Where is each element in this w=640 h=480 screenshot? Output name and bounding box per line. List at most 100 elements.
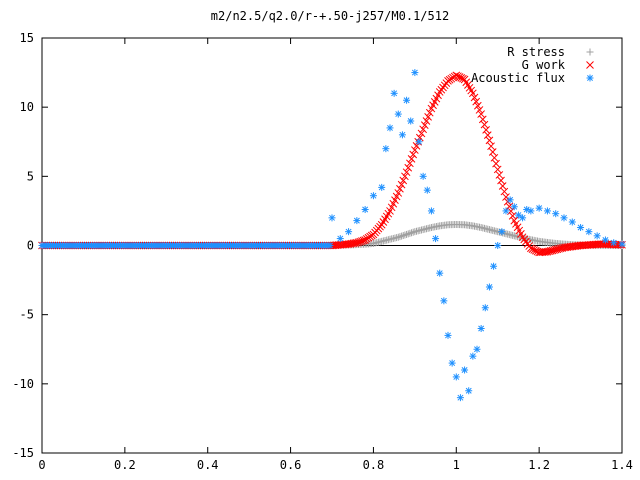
data-point bbox=[415, 138, 423, 146]
data-point bbox=[495, 171, 504, 179]
data-point bbox=[406, 229, 414, 237]
data-point bbox=[398, 232, 406, 240]
data-point bbox=[411, 146, 419, 154]
data-point bbox=[543, 207, 551, 215]
data-point bbox=[386, 124, 394, 132]
legend-marker bbox=[586, 48, 594, 56]
data-point bbox=[487, 142, 495, 151]
x-tick-label: 0 bbox=[38, 458, 45, 472]
data-point bbox=[472, 97, 481, 106]
data-point bbox=[483, 131, 492, 139]
data-point bbox=[485, 136, 494, 145]
data-point bbox=[328, 214, 336, 222]
data-point bbox=[417, 129, 426, 138]
data-point bbox=[593, 232, 601, 240]
x-tick-label: 0.6 bbox=[280, 458, 302, 472]
data-point bbox=[481, 304, 489, 312]
data-point bbox=[485, 283, 493, 291]
data-point bbox=[349, 239, 358, 248]
data-point bbox=[568, 218, 576, 226]
data-point bbox=[497, 176, 505, 185]
x-tick-label: 0.2 bbox=[114, 458, 136, 472]
data-point bbox=[419, 125, 427, 134]
legend-marker bbox=[586, 74, 594, 82]
data-point bbox=[506, 196, 514, 204]
data-point bbox=[610, 239, 618, 247]
data-point bbox=[326, 242, 334, 249]
y-tick-label: 10 bbox=[20, 100, 34, 114]
legend-marker bbox=[586, 61, 594, 69]
data-point bbox=[519, 214, 527, 222]
data-point bbox=[419, 172, 427, 180]
data-point bbox=[425, 108, 434, 117]
y-tick-label: 5 bbox=[27, 169, 34, 183]
y-tick-label: -10 bbox=[12, 377, 34, 391]
data-point bbox=[361, 206, 369, 214]
series-layer bbox=[38, 69, 626, 402]
data-point bbox=[401, 231, 409, 239]
x-tick-label: 0.8 bbox=[363, 458, 385, 472]
data-point bbox=[577, 224, 585, 232]
data-point bbox=[401, 172, 409, 181]
data-point bbox=[440, 297, 448, 305]
data-point bbox=[406, 159, 414, 168]
data-point bbox=[424, 112, 432, 121]
data-point bbox=[477, 110, 485, 118]
data-point bbox=[475, 106, 484, 114]
data-point bbox=[616, 240, 625, 249]
data-point bbox=[432, 235, 440, 243]
data-point bbox=[473, 101, 482, 110]
data-point bbox=[502, 207, 510, 215]
data-point bbox=[396, 184, 404, 193]
data-point bbox=[399, 232, 407, 240]
data-point bbox=[396, 233, 404, 241]
data-point bbox=[456, 394, 464, 402]
data-point bbox=[409, 228, 417, 236]
series-g-work bbox=[38, 71, 626, 257]
data-point bbox=[394, 189, 403, 197]
data-point bbox=[490, 153, 499, 162]
data-point bbox=[420, 121, 429, 130]
data-point bbox=[498, 182, 507, 190]
y-tick-label: -15 bbox=[12, 446, 34, 460]
data-point bbox=[394, 233, 402, 241]
data-point bbox=[490, 262, 498, 270]
data-point bbox=[560, 214, 568, 222]
data-point bbox=[469, 89, 477, 98]
data-point bbox=[407, 117, 415, 125]
data-point bbox=[488, 148, 497, 156]
data-point bbox=[402, 168, 411, 177]
data-point bbox=[482, 125, 490, 134]
data-point bbox=[469, 352, 477, 360]
data-point bbox=[601, 236, 609, 244]
series-acoustic-flux bbox=[38, 69, 626, 402]
data-point bbox=[369, 192, 377, 200]
chart-title: m2/n2.5/q2.0/r-+.50-j257/M0.1/512 bbox=[211, 9, 449, 23]
data-point bbox=[345, 228, 353, 236]
data-point bbox=[398, 131, 406, 139]
data-point bbox=[397, 180, 406, 189]
data-point bbox=[390, 89, 398, 97]
data-point bbox=[403, 230, 411, 238]
data-point bbox=[510, 203, 518, 211]
data-point bbox=[353, 217, 361, 225]
data-point bbox=[336, 235, 344, 243]
data-point bbox=[478, 115, 487, 124]
data-point bbox=[618, 240, 626, 248]
data-point bbox=[477, 325, 485, 332]
data-point bbox=[444, 331, 452, 339]
data-point bbox=[465, 387, 473, 395]
data-point bbox=[423, 186, 431, 194]
x-tick-label: 1 bbox=[453, 458, 460, 472]
data-point bbox=[494, 242, 502, 249]
data-point bbox=[427, 207, 435, 215]
data-point bbox=[498, 228, 506, 236]
data-point bbox=[492, 159, 500, 168]
data-point bbox=[480, 120, 489, 129]
data-point bbox=[411, 69, 419, 77]
data-point bbox=[470, 93, 479, 102]
data-point bbox=[473, 345, 481, 353]
data-point bbox=[409, 150, 418, 159]
data-point bbox=[382, 145, 390, 153]
data-point bbox=[552, 210, 560, 218]
